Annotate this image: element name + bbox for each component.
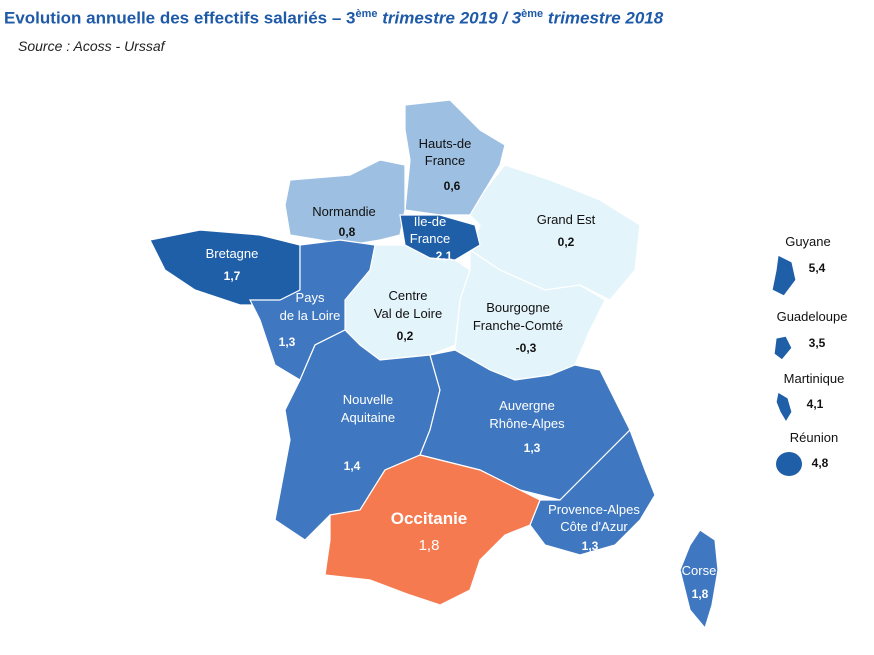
region-name: Rhône-Alpes <box>489 416 565 431</box>
title-text: Evolution annuelle des effectifs salarié… <box>4 8 356 28</box>
region-name: Val de Loire <box>374 306 442 321</box>
region-name: Aquitaine <box>341 410 395 425</box>
region-value: 0,2 <box>397 329 414 343</box>
overseas-shape <box>771 254 797 297</box>
title-text: trimestre 2018 <box>543 8 664 28</box>
region-name: Hauts-de <box>419 136 472 151</box>
region <box>284 159 406 246</box>
region-value: 0,8 <box>339 225 356 239</box>
overseas-name: Réunion <box>790 430 838 445</box>
overseas-shape <box>775 391 793 424</box>
overseas-value: 4,8 <box>812 456 829 470</box>
region-name: Franche-Comté <box>473 318 563 333</box>
region-value: 1,3 <box>582 539 599 553</box>
region-value: 0,6 <box>444 179 461 193</box>
region-name: Occitanie <box>391 509 468 528</box>
region-value: 1,3 <box>279 335 296 349</box>
region <box>399 214 481 261</box>
region-name: de la Loire <box>280 308 341 323</box>
title-sup: ème <box>521 8 544 20</box>
region-value: -0,3 <box>516 341 537 355</box>
overseas-shape <box>773 335 793 361</box>
region-name: Côte d'Azur <box>560 519 628 534</box>
region-value: 2,1 <box>436 249 453 263</box>
region-value: 1,3 <box>524 441 541 455</box>
region-name: Nouvelle <box>343 392 394 407</box>
region-value: 1,4 <box>344 459 361 473</box>
region-name: Bretagne <box>206 246 259 261</box>
region <box>149 229 301 306</box>
region-value: 1,8 <box>692 587 709 601</box>
title: Evolution annuelle des effectifs salarié… <box>4 8 663 29</box>
region <box>679 529 719 630</box>
overseas-name: Martinique <box>784 371 845 386</box>
overseas-shape <box>776 452 802 476</box>
region-name: Corse <box>682 563 717 578</box>
title-sup: ème <box>355 8 378 20</box>
overseas-value: 3,5 <box>809 336 826 350</box>
region-value: 1,8 <box>419 537 440 554</box>
region-name: Auvergne <box>499 398 555 413</box>
region-name: Bourgogne <box>486 300 550 315</box>
region <box>324 454 541 606</box>
region-name: Pays <box>296 290 325 305</box>
overseas-value: 4,1 <box>807 397 824 411</box>
overseas-name: Guadeloupe <box>777 309 848 324</box>
overseas-value: 5,4 <box>809 261 826 275</box>
region-name: France <box>410 231 450 246</box>
region-name: Provence-Alpes <box>548 502 640 517</box>
region-value: 1,7 <box>224 269 241 283</box>
overseas-name: Guyane <box>785 234 831 249</box>
region-name: Ile-de <box>414 214 447 229</box>
region-name: France <box>425 153 465 168</box>
region-name: Centre <box>388 288 427 303</box>
source: Source : Acoss - Urssaf <box>18 38 165 54</box>
region-value: 0,2 <box>558 235 575 249</box>
region-name: Normandie <box>312 204 376 219</box>
title-text: trimestre 2019 / 3 <box>377 8 522 28</box>
region-name: Grand Est <box>537 212 596 227</box>
